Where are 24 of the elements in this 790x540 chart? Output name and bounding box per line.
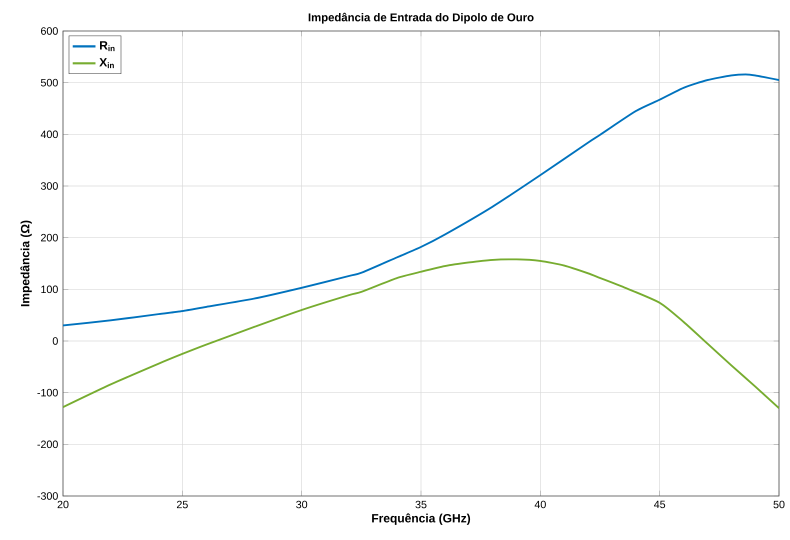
legend-label: X$_{in}$ (99, 58, 114, 68)
x-tick-label: 35 (415, 500, 426, 508)
x-tick-label: 25 (176, 500, 188, 508)
x-tick-label: 40 (534, 500, 546, 508)
line-series (63, 73, 780, 326)
y-tick-label: -200 (37, 440, 58, 448)
y-tick-label: 100 (41, 286, 58, 294)
line-series (63, 258, 780, 410)
x-axis-title: Frequência (GHz) (372, 513, 470, 525)
y-tick-label: 500 (40, 78, 58, 86)
y-tick-label: 200 (41, 234, 58, 242)
x-tick-label: 30 (296, 500, 308, 508)
legend-label: R$_{in}$ (100, 41, 114, 52)
x-tick-label: 45 (654, 500, 666, 508)
x-tick-label: 20 (58, 500, 69, 508)
y-tick-label: 0 (52, 337, 58, 345)
y-tick-label: 600 (41, 27, 58, 35)
y-tick-label: -100 (37, 388, 58, 396)
x-tick-label: 50 (773, 500, 785, 508)
y-tick-label: -300 (37, 492, 58, 500)
chart-title: Impedância de Entrada do Dipolo de Ouro (308, 12, 534, 24)
y-tick-label: 300 (40, 182, 58, 190)
y-axis-title: Impedância (Ω) (20, 220, 32, 306)
y-tick-label: 400 (40, 130, 58, 138)
